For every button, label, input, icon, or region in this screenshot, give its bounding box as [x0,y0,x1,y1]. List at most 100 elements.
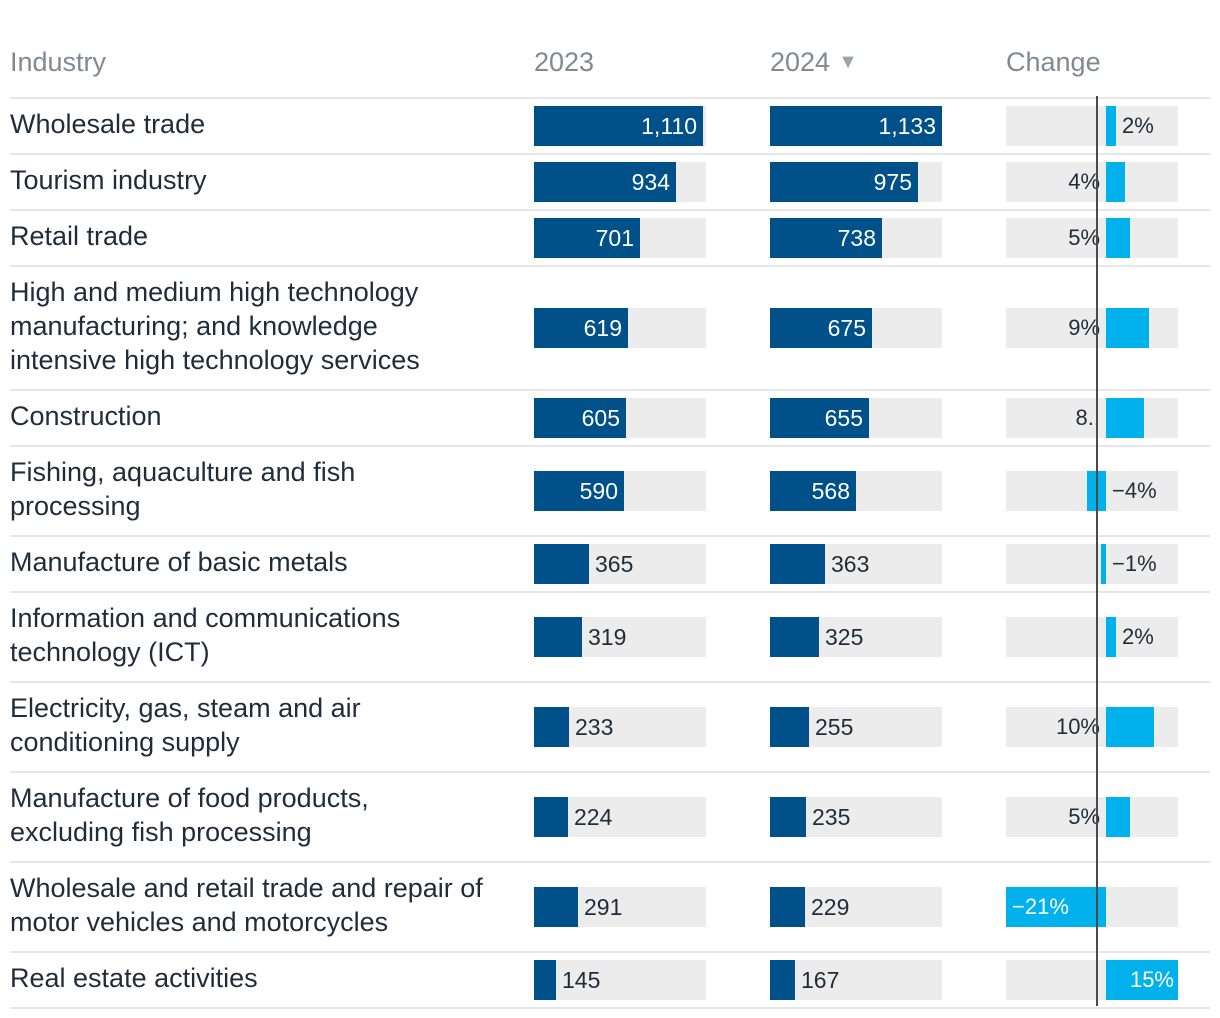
change-bar [1006,887,1106,927]
bar-2023 [534,887,578,927]
change-label: 4% [1068,169,1100,194]
change-track: 10% [1006,707,1178,747]
bar-track-2024: 229 [770,887,942,927]
change-track: −4% [1006,471,1178,511]
table-row: Manufacture of food products, excluding … [10,773,1210,863]
bar-track-2023: 365 [534,544,706,584]
bar-track-2024: 675 [770,308,942,348]
bar-track-2023: 1,110 [534,106,706,146]
change-bar [1106,308,1149,348]
value-label-2023: 319 [588,624,627,650]
change-track: 15% [1006,960,1178,1000]
bar-2024 [770,617,819,657]
bar-2023 [534,308,628,348]
bar-track-2024: 167 [770,960,942,1000]
value-label-2024: 975 [873,169,912,195]
bar-2024 [770,887,805,927]
industry-label: Electricity, gas, steam and air conditio… [10,693,361,757]
industry-label: Fishing, aquaculture and fish processing [10,457,356,521]
bar-track-2023: 590 [534,471,706,511]
header-2023[interactable]: 2023 [534,47,595,77]
header-industry[interactable]: Industry [10,47,107,77]
industry-label: Real estate activities [10,963,258,993]
value-label-2023: 233 [575,714,614,740]
value-label-2024: 655 [824,405,863,431]
bar-2023 [534,162,676,202]
value-label-2023: 701 [595,225,634,251]
change-bar [1106,106,1116,146]
bar-2023 [534,797,568,837]
value-label-2024: 1,133 [878,113,936,139]
value-label-2023: 619 [583,315,622,341]
value-label-2024: 255 [815,714,854,740]
change-label: 2% [1122,624,1154,649]
header-2024[interactable]: 2024 ▼ [770,47,858,78]
change-track: 4% [1006,162,1178,202]
industry-label: Information and communications technolog… [10,603,401,667]
table-row: Wholesale trade 1,110 1,133 2% [10,99,1210,155]
bar-track-2023: 145 [534,960,706,1000]
change-track: 2% [1006,106,1178,146]
bar-2023 [534,960,556,1000]
bar-track-2023: 233 [534,707,706,747]
bar-2024 [770,106,942,146]
change-track: 5% [1006,797,1178,837]
value-label-2023: 365 [595,551,634,577]
table-header: Industry 2023 2024 ▼ Change [10,0,1210,99]
bar-track-2023: 619 [534,308,706,348]
value-label-2023: 605 [581,405,620,431]
change-bar [1101,544,1106,584]
change-track: 8.. [1006,398,1178,438]
value-label-2023: 1,110 [641,113,697,139]
change-track: 5% [1006,218,1178,258]
change-label: −4% [1112,478,1157,503]
change-track: −21% [1006,887,1178,927]
change-label: 15% [1129,967,1174,992]
value-label-2023: 291 [584,894,623,920]
value-label-2023: 145 [562,967,601,993]
header-change[interactable]: Change [1006,47,1101,77]
change-label: 5% [1068,804,1100,829]
bar-2024 [770,471,856,511]
change-zero-line [1096,96,1098,1006]
change-bar [1106,797,1130,837]
table-row: Real estate activities 145 167 15% [10,953,1210,1009]
table-body: Wholesale trade 1,110 1,133 2% Tourism indus… [10,99,1210,1009]
change-label: −21% [1012,894,1069,919]
bar-track-2024: 568 [770,471,942,511]
change-label: 8.. [1075,405,1100,430]
bar-2023 [534,544,589,584]
bar-track-2024: 1,133 [770,106,942,146]
bar-track-2023: 605 [534,398,706,438]
data-table: Industry 2023 2024 ▼ Change Wholesale tra… [10,0,1210,1009]
industry-label: High and medium high technology manufact… [10,277,420,375]
bar-track-2024: 975 [770,162,942,202]
industry-label: Retail trade [10,221,149,251]
bar-2023 [534,617,582,657]
industry-label: Wholesale trade [10,109,206,139]
value-label-2024: 675 [827,315,866,341]
change-track: −1% [1006,544,1178,584]
change-bar [1106,707,1154,747]
table-row: High and medium high technology manufact… [10,267,1210,391]
value-label-2024: 235 [812,804,851,830]
table-row: Tourism industry 934 975 4% [10,155,1210,211]
bar-2024 [770,960,795,1000]
value-label-2024: 325 [825,624,864,650]
bar-track-2024: 235 [770,797,942,837]
industry-label: Manufacture of basic metals [10,547,348,577]
bar-2024 [770,218,882,258]
header-2024-label: 2024 [770,47,831,77]
bar-2023 [534,707,569,747]
industry-label: Construction [10,401,162,431]
change-label: 5% [1068,225,1100,250]
table-row: Wholesale and retail trade and repair of… [10,863,1210,953]
bar-2023 [534,398,626,438]
value-label-2024: 229 [811,894,850,920]
value-label-2024: 167 [801,967,840,993]
table-row: Manufacture of basic metals 365 363 −1% [10,537,1210,593]
industry-label: Tourism industry [10,165,207,195]
value-label-2024: 568 [811,478,850,504]
bar-track-2024: 738 [770,218,942,258]
change-label: 10% [1055,714,1100,739]
